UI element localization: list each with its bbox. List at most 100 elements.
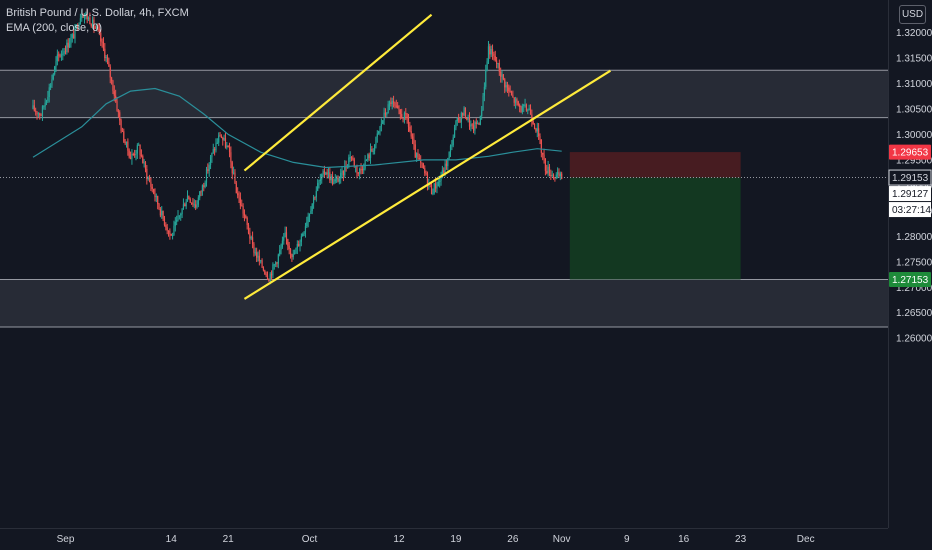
candle-body [153, 188, 155, 194]
bid-price-label-bg [889, 186, 931, 202]
candle-body [368, 154, 370, 159]
candle [440, 171, 442, 186]
candle-body [311, 203, 313, 211]
candle [97, 23, 99, 32]
channel-lower-line[interactable] [243, 69, 612, 300]
candle-body [216, 142, 218, 144]
candle-body [167, 230, 170, 232]
candle-body [505, 85, 507, 88]
currency-button[interactable]: USD [899, 5, 926, 24]
candle-body [161, 210, 163, 216]
stop-price-label-bg [889, 144, 931, 160]
candle [479, 115, 481, 126]
candle [268, 278, 270, 282]
candle [56, 49, 58, 66]
candle [143, 158, 145, 168]
candle-body [201, 185, 204, 192]
candle [311, 203, 313, 215]
candle [260, 259, 262, 264]
candle [528, 104, 530, 111]
time-axis[interactable]: Sep 14 21 Oct 12 19 26 Nov 9 16 23 Dec [0, 528, 932, 550]
ema-layer [32, 87, 562, 169]
candle-body [470, 124, 472, 127]
bid-price-label: 1.29127 [892, 189, 929, 200]
candle [436, 181, 438, 194]
candle [334, 174, 336, 184]
candle [395, 99, 397, 109]
candle-body [308, 213, 311, 217]
candle-body [125, 141, 128, 144]
ema-200-line[interactable] [32, 87, 562, 169]
candle [54, 65, 56, 76]
price-tick-label: 1.31500 [896, 53, 932, 64]
candle-body [124, 141, 126, 144]
candle [414, 140, 416, 158]
support-zone[interactable] [0, 279, 888, 327]
candle-body [405, 113, 407, 115]
time-tick-label: Sep [57, 534, 75, 545]
candle-body [424, 168, 426, 174]
candle-body [176, 219, 178, 222]
candle-body [227, 145, 229, 148]
candle [360, 163, 362, 175]
channel-lines[interactable] [243, 13, 612, 300]
ema-indicator-label[interactable]: EMA (200, close, 0) [6, 22, 102, 34]
candle-body [439, 180, 441, 182]
channel-upper-line[interactable] [243, 13, 433, 172]
candle [369, 143, 372, 164]
candle [44, 98, 46, 110]
symbol-title[interactable]: British Pound / U.S. Dollar, 4h, FXCM [6, 7, 189, 19]
candle [214, 147, 216, 156]
candle-body [159, 208, 161, 216]
candle [514, 96, 517, 109]
candle [204, 180, 206, 189]
candle-body [483, 86, 486, 96]
candle-body [269, 273, 271, 282]
candle [398, 105, 400, 115]
candle [540, 139, 542, 158]
candle-body [361, 169, 363, 171]
candle [543, 148, 545, 164]
time-tick-label: 26 [507, 534, 519, 545]
candle [300, 233, 302, 247]
candle-body [342, 170, 345, 176]
candle-body [102, 41, 105, 49]
candle [462, 112, 464, 119]
short-position-tool[interactable] [569, 152, 741, 280]
resistance-zone[interactable] [0, 70, 888, 118]
candle-body [391, 100, 393, 104]
candle [276, 261, 278, 268]
candle [81, 9, 83, 22]
candle-body [458, 117, 460, 120]
candle-body [230, 152, 232, 163]
candle [104, 43, 106, 62]
stop-loss-zone[interactable] [569, 152, 741, 178]
candle [336, 175, 338, 183]
candle-body [521, 106, 523, 113]
candle-body [113, 91, 115, 96]
candle-body [434, 183, 437, 189]
candle-body [516, 99, 518, 102]
candle [306, 216, 308, 228]
candle [162, 210, 164, 222]
candle [472, 119, 475, 134]
candle [546, 164, 548, 175]
candle [174, 217, 176, 232]
candle-body [158, 204, 160, 209]
candle [487, 40, 490, 64]
take-profit-zone[interactable] [569, 177, 741, 280]
candle-body [383, 112, 385, 121]
candle [342, 170, 345, 182]
candle-body [384, 112, 387, 115]
candle [531, 109, 533, 127]
candle-body [51, 79, 53, 86]
candle-body [77, 24, 79, 29]
candle-body [445, 163, 448, 167]
candle [517, 100, 519, 107]
candle [51, 74, 53, 88]
candle-body [150, 181, 152, 187]
candle [138, 142, 140, 146]
candle [58, 51, 60, 62]
candle-body [403, 113, 406, 120]
